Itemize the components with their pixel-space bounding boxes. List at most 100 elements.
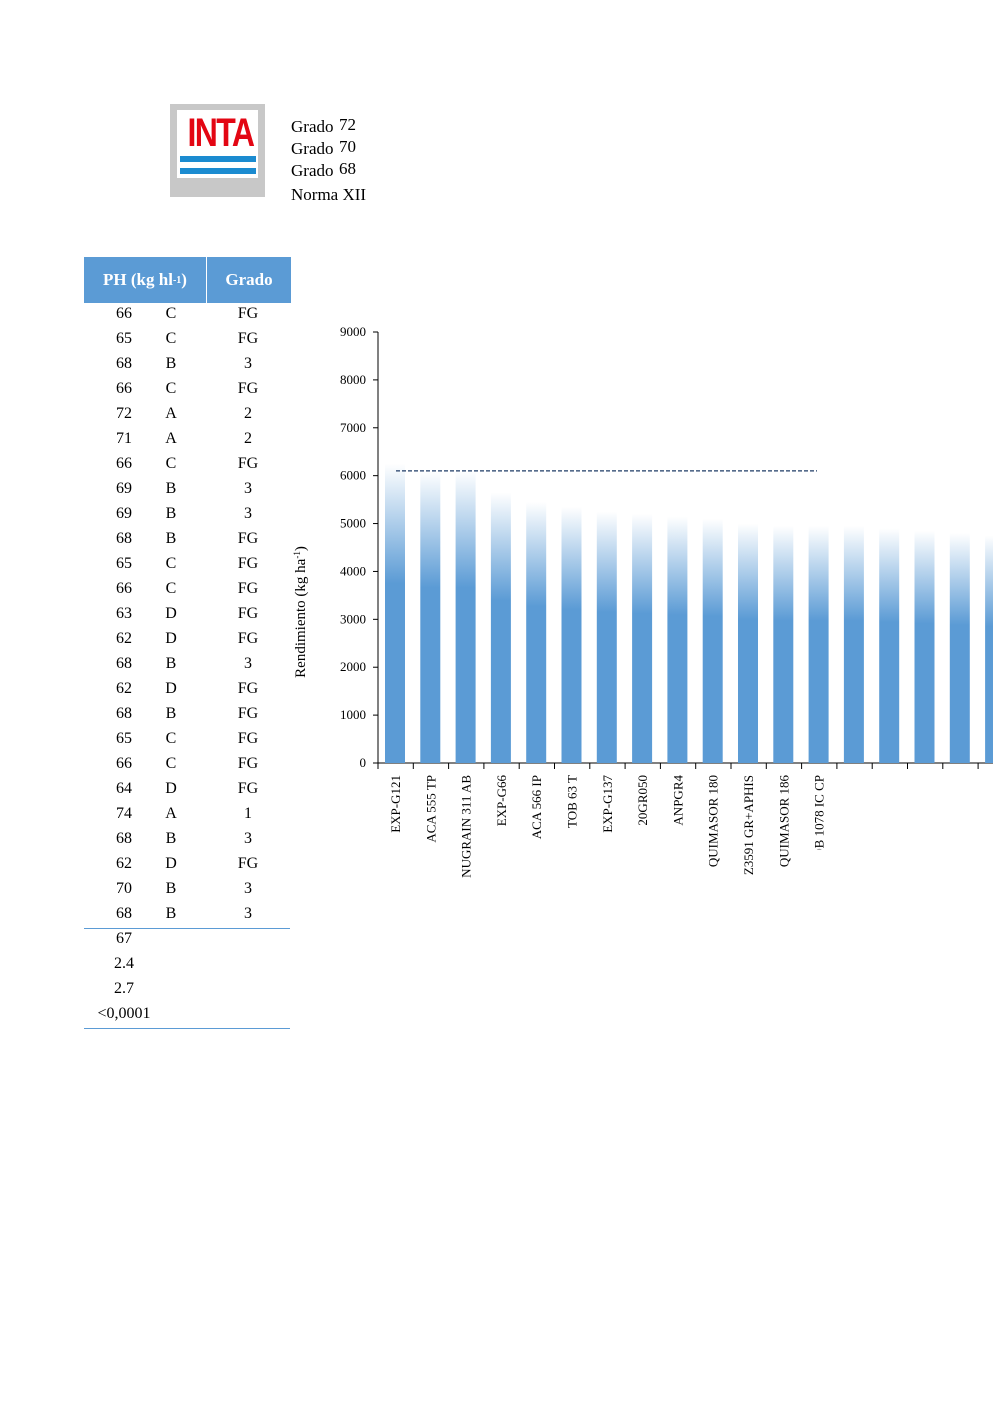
y-tick-label: 4000	[340, 563, 366, 578]
table-cell: 3	[244, 655, 252, 672]
table-cell: 1	[244, 805, 252, 822]
table-cell: 68	[116, 655, 132, 672]
bar	[455, 470, 476, 763]
table-cell: 2	[244, 405, 252, 422]
table-cell: 3	[244, 505, 252, 522]
table-cell: 66	[116, 580, 132, 597]
stat-cell: 2.4	[114, 955, 134, 972]
rule	[84, 1028, 290, 1029]
legend-label: Grado	[291, 139, 334, 158]
x-tick-label: ACA 555 TP	[423, 775, 438, 843]
table-cell: FG	[237, 730, 259, 747]
x-tick-label: TOB 63 T	[565, 775, 580, 828]
table-cell: 68	[116, 705, 132, 722]
table-cell: 68	[116, 355, 132, 372]
table-cell: C	[165, 455, 177, 472]
table-header: PH (kg hl -1)	[84, 257, 206, 303]
rule	[84, 928, 290, 929]
y-label-text: )	[293, 546, 309, 551]
bar	[985, 535, 993, 763]
norma: Norma XII	[291, 185, 367, 204]
table-cell: 74	[116, 805, 132, 822]
stat-cell: 2.7	[114, 980, 134, 997]
table-cell: 2	[244, 430, 252, 447]
table-cell: FG	[237, 780, 259, 797]
table-cell: D	[165, 680, 177, 697]
table-cell: C	[165, 330, 177, 347]
bar	[385, 463, 405, 763]
x-tick-label: ANPGR4	[670, 775, 685, 826]
legend-label: Grado	[291, 161, 334, 180]
x-tick-label: EXP-G121	[388, 775, 403, 833]
bar	[949, 533, 970, 763]
y-tick-label: 0	[360, 755, 367, 770]
x-tick-label: QUIMASOR 186	[776, 775, 791, 868]
table-cell: B	[165, 505, 177, 522]
table-cell: C	[165, 730, 177, 747]
table-cell: FG	[237, 630, 259, 647]
bar	[632, 513, 653, 763]
x-tick-label: ACA 566 IP	[529, 775, 544, 839]
table-cell: C	[165, 380, 177, 397]
table-cell: B	[165, 355, 177, 372]
table-cell: FG	[237, 605, 259, 622]
table-cell: FG	[237, 330, 259, 347]
header-text: PH (kg hl	[103, 270, 173, 289]
table-cell: FG	[237, 755, 259, 772]
table-cell: 66	[116, 455, 132, 472]
y-tick-label: 2000	[340, 659, 366, 674]
table-cell: 69	[116, 505, 132, 522]
table-cell: 66	[116, 755, 132, 772]
table-cell: FG	[237, 680, 259, 697]
table-cell: A	[165, 405, 177, 422]
bar	[667, 516, 688, 763]
y-axis-label: Rendimiento (kg ha-1)	[292, 546, 309, 678]
table-cell: 68	[116, 905, 132, 922]
table-cell: B	[165, 655, 177, 672]
bar	[914, 530, 935, 763]
table-cell: 68	[116, 530, 132, 547]
table-cell: 71	[116, 430, 132, 447]
table-cell: D	[165, 855, 177, 872]
bar	[808, 525, 829, 763]
table-cell: 3	[244, 480, 252, 497]
table-cell: 62	[116, 855, 132, 872]
table-header: Grado	[206, 257, 291, 303]
table-cell: 68	[116, 830, 132, 847]
table-cell: 3	[244, 830, 252, 847]
table-cell: FG	[237, 530, 259, 547]
table-cell: 3	[244, 905, 252, 922]
table-cell: B	[165, 480, 177, 497]
y-tick-label: 9000	[340, 324, 366, 339]
header-text: )	[181, 270, 187, 289]
y-label-sup: -1	[292, 551, 302, 559]
table-cell: FG	[237, 855, 259, 872]
bar	[773, 525, 794, 763]
table-cell: D	[165, 780, 177, 797]
table-cell: B	[165, 830, 177, 847]
table-cell: A	[165, 430, 177, 447]
table-cell: B	[165, 705, 177, 722]
table-cell: 63	[116, 605, 132, 622]
legend-label: Grado	[291, 117, 334, 136]
x-tick-label: Z3591 GR+APHIS	[741, 775, 756, 875]
bar	[490, 492, 511, 763]
table-cell: 70	[116, 880, 132, 897]
table-cell: C	[165, 580, 177, 597]
y-tick-label: 1000	[340, 707, 366, 722]
bar	[561, 506, 582, 763]
table-cell: 65	[116, 555, 132, 572]
bar	[596, 511, 617, 763]
table-cell: A	[165, 805, 177, 822]
table-cell: 66	[116, 380, 132, 397]
stat-cell: 67	[116, 930, 132, 947]
table-cell: FG	[237, 580, 259, 597]
table-cell: 3	[244, 880, 252, 897]
x-tick-label: EXP-G137	[600, 775, 615, 833]
table-cell: FG	[237, 305, 259, 322]
x-tick-label: EXP-G66	[494, 775, 509, 827]
y-tick-label: 7000	[340, 420, 366, 435]
x-tick-label: 20GR050	[635, 775, 650, 826]
